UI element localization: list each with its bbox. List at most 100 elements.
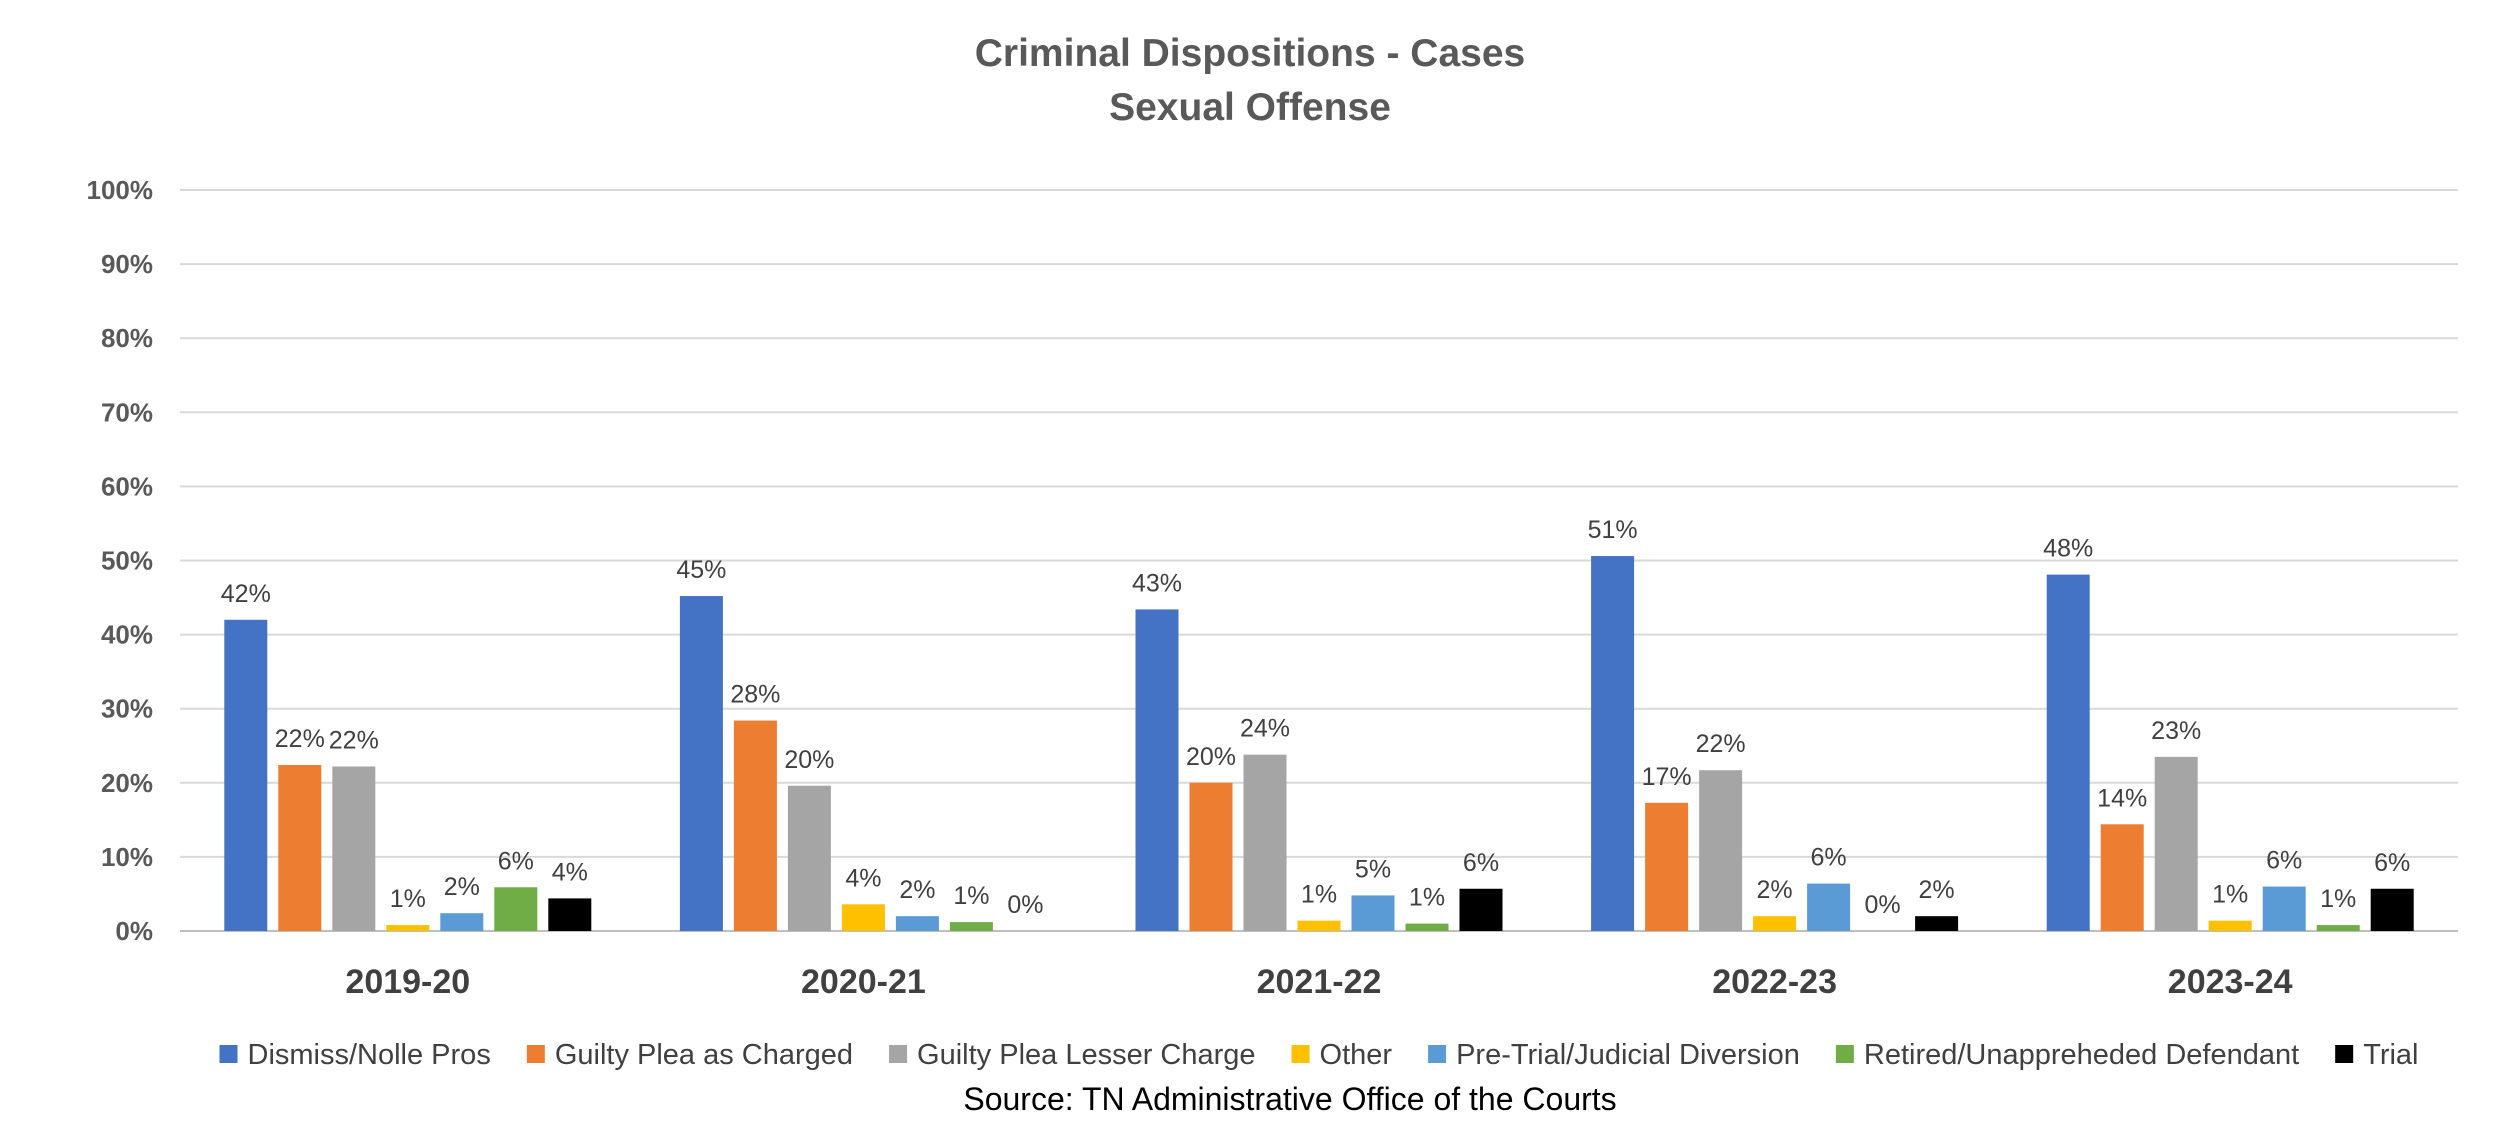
data-label: 20% [784, 746, 834, 774]
bar [895, 916, 939, 931]
x-tick-label: 2023-24 [2168, 963, 2293, 1001]
data-label: 1% [1409, 884, 1445, 912]
data-label: 20% [1186, 743, 1236, 771]
bar [2154, 756, 2198, 931]
data-label: 6% [2374, 849, 2410, 877]
bar [224, 619, 268, 931]
source-note: Source: TN Administrative Office of the … [963, 1081, 1616, 1117]
bar [1753, 916, 1797, 931]
legend-item: Guilty Plea as Charged [526, 1039, 853, 1071]
data-label: 28% [730, 681, 780, 709]
bar [949, 922, 993, 931]
data-label: 0% [1865, 891, 1901, 919]
data-label: 2% [899, 876, 935, 904]
bar [1405, 923, 1449, 931]
x-tick-label: 2019-20 [345, 963, 470, 1001]
bar [841, 904, 885, 931]
bar [1645, 802, 1689, 931]
data-label: 4% [845, 864, 881, 892]
data-label: 24% [1240, 715, 1290, 743]
legend-swatch [2335, 1045, 2354, 1063]
legend-label: Trial [2363, 1039, 2418, 1071]
legend-label: Retired/Unappreheded Defendant [1864, 1039, 2299, 1071]
gridlines [180, 189, 2458, 932]
data-label: 2% [444, 873, 480, 901]
bar [1459, 888, 1503, 931]
y-tick-label: 40% [101, 620, 153, 650]
data-label: 2% [1919, 876, 1955, 904]
y-tick-label: 70% [101, 397, 153, 427]
x-axis: 2019-20 2020-21 2021-22 2022-23 2023-24 [345, 963, 2292, 1001]
bar [2208, 920, 2252, 931]
y-tick-label: 20% [101, 768, 153, 798]
data-label: 5% [1355, 855, 1391, 883]
data-label: 1% [390, 885, 426, 913]
data-label: 6% [1811, 844, 1847, 872]
data-label: 51% [1588, 516, 1638, 544]
bar [733, 720, 777, 931]
bar [2262, 886, 2306, 931]
bar [2046, 574, 2090, 931]
y-tick-label: 10% [101, 842, 153, 872]
legend-item: Trial [2335, 1039, 2419, 1071]
bar [787, 785, 831, 931]
x-tick-label: 2021-22 [1257, 963, 1382, 1001]
legend-swatch [1428, 1045, 1447, 1063]
bar [1189, 782, 1233, 931]
y-tick-label: 90% [101, 249, 153, 279]
bar [494, 887, 538, 931]
data-label: 22% [275, 725, 325, 753]
bar [2316, 925, 2360, 931]
legend: Dismiss/Nolle Pros Guilty Plea as Charged… [219, 1039, 2419, 1071]
y-tick-label: 50% [101, 546, 153, 576]
bar [332, 766, 376, 931]
y-axis: 0% 10% 20% 30% 40% 50% 60% 70% 80% 90% 100% [87, 175, 154, 946]
legend-item: Dismiss/Nolle Pros [219, 1039, 491, 1071]
y-tick-label: 60% [101, 471, 153, 501]
data-label: 1% [953, 882, 989, 910]
bar [1699, 770, 1743, 931]
data-labels: 42%22% 22%1% 2%6% 4%45%28%20%4% 2% 1% 0%43%20%… [221, 516, 2410, 919]
bar [1915, 916, 1959, 931]
bar [2370, 888, 2414, 931]
bar [1351, 895, 1395, 931]
bar [548, 898, 592, 931]
data-label: 6% [498, 847, 534, 875]
y-tick-label: 0% [115, 916, 153, 946]
data-label: 43% [1132, 569, 1182, 597]
y-tick-label: 100% [87, 175, 154, 205]
chart-title: Criminal Dispositions - Cases [975, 32, 1525, 75]
legend-swatch [889, 1045, 908, 1063]
bar [278, 765, 322, 931]
data-label: 42% [221, 580, 271, 608]
bar [386, 925, 430, 931]
legend-label: Guilty Plea Lesser Charge [917, 1039, 1256, 1071]
legend-swatch [1291, 1045, 1310, 1063]
bars [224, 556, 2414, 931]
legend-label: Dismiss/Nolle Pros [248, 1039, 491, 1071]
data-label: 1% [1301, 881, 1337, 909]
data-label: 22% [1696, 730, 1746, 758]
legend-label: Pre-Trial/Judicial Diversion [1456, 1039, 1800, 1071]
legend-label: Guilty Plea as Charged [555, 1039, 853, 1071]
data-label: 22% [329, 726, 379, 754]
data-label: 23% [2151, 717, 2201, 745]
data-label: 1% [2212, 881, 2248, 909]
data-label: 4% [552, 858, 588, 886]
legend-item: Pre-Trial/Judicial Diversion [1428, 1039, 1800, 1071]
data-label: 17% [1642, 763, 1692, 791]
legend-swatch [526, 1045, 545, 1063]
bar [1135, 609, 1179, 931]
data-label: 1% [2320, 885, 2356, 913]
legend-item: Guilty Plea Lesser Charge [889, 1039, 1256, 1071]
bar [2100, 824, 2144, 931]
bar [1591, 556, 1635, 931]
data-label: 45% [676, 556, 726, 584]
legend-item: Retired/Unappreheded Defendant [1835, 1039, 2299, 1071]
legend-item: Other [1291, 1039, 1392, 1071]
y-tick-label: 30% [101, 694, 153, 724]
data-label: 0% [1007, 891, 1043, 919]
y-tick-label: 80% [101, 323, 153, 353]
